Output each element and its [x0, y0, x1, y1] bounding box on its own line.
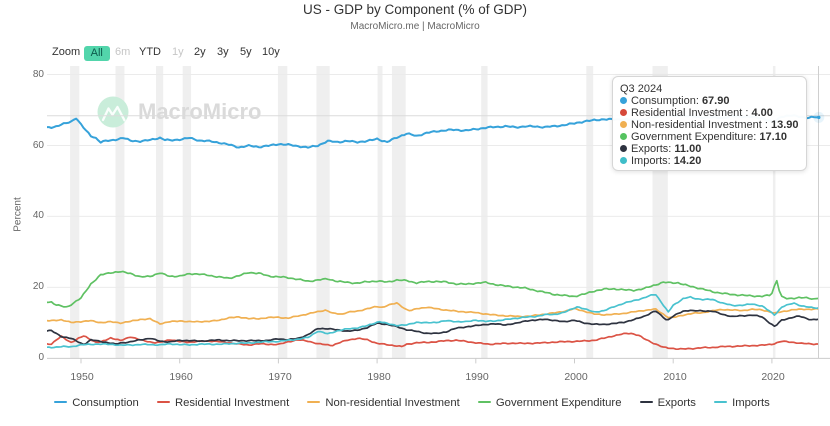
svg-text:MacroMicro: MacroMicro [138, 99, 261, 124]
